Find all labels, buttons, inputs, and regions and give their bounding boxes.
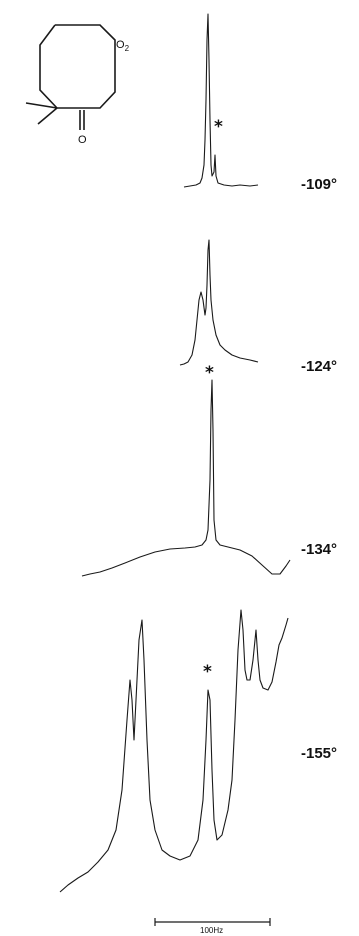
molecule-structure: O O2 [25, 24, 130, 146]
scale-bar-label: 100Hz [200, 926, 224, 935]
carbonyl-oxygen: O [78, 134, 87, 146]
impurity-marker-134: * [205, 363, 214, 383]
methyl-bond-1 [25, 102, 58, 109]
spectrum-trace-134 [81, 379, 291, 577]
ring-bonds [39, 24, 116, 109]
temperature-label-109: -109° [301, 176, 338, 193]
impurity-marker-109: * [214, 117, 223, 137]
temperature-label-155: -155° [301, 745, 338, 762]
scale-bar [154, 918, 271, 926]
spectrum-trace-155 [59, 609, 289, 893]
spectrum-trace-124 [179, 239, 259, 366]
oxygen-label: O2 [116, 39, 130, 53]
methyl-bond-2 [37, 107, 58, 125]
temperature-label-124: -124° [301, 358, 338, 375]
oxygen-subscript: 2 [125, 44, 130, 53]
temperature-label-134: -134° [301, 541, 338, 558]
impurity-marker-155: * [203, 662, 212, 682]
spectrum-trace-109 [183, 13, 259, 188]
